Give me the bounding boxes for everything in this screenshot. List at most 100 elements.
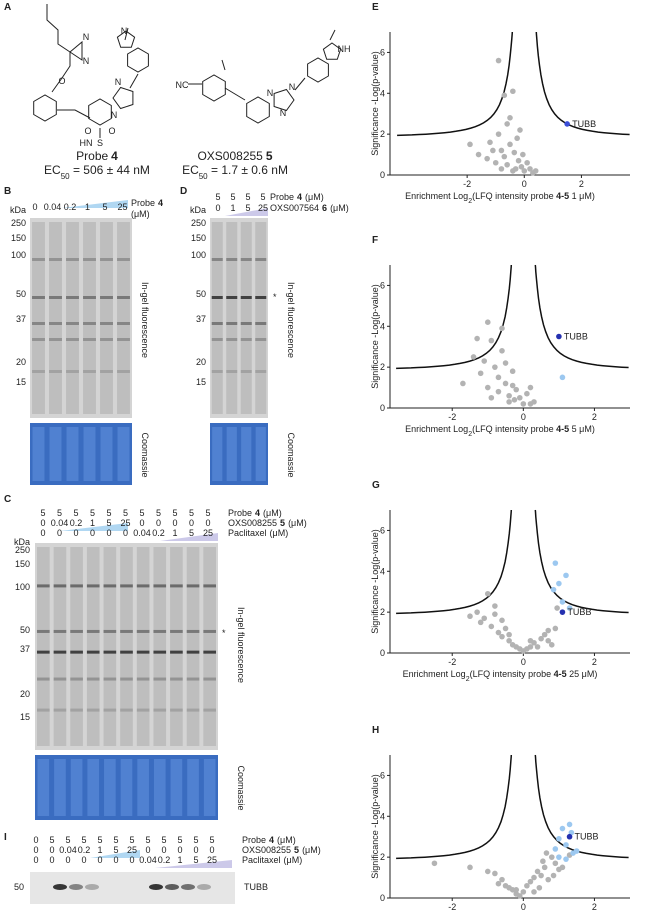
data-point (559, 609, 566, 615)
ec50-sub: 50 (199, 172, 208, 181)
kda-label: 20 (196, 357, 206, 367)
coomassie-lane (170, 759, 183, 816)
data-point (502, 360, 509, 366)
bond (124, 27, 129, 41)
lane-value: 5 (205, 508, 210, 518)
gel-band (226, 338, 238, 341)
ring (127, 47, 149, 73)
data-point (504, 121, 510, 127)
gel-band (226, 258, 238, 261)
data-point (524, 159, 530, 166)
ring (33, 94, 57, 122)
data-point (495, 131, 502, 137)
gel-lane (83, 222, 96, 414)
coomassie-lane (70, 759, 83, 816)
data-point (515, 157, 522, 164)
data-point (488, 337, 495, 344)
lane-value: 5 (145, 835, 150, 845)
bond (129, 73, 139, 89)
lane-value: 0 (123, 528, 128, 538)
data-point (513, 386, 520, 393)
data-point (516, 394, 523, 401)
data-point (548, 642, 555, 648)
data-point (527, 384, 534, 391)
panel-label: I (4, 832, 7, 843)
gel-band (36, 650, 50, 654)
atom-label: S (97, 138, 103, 148)
threshold-curve (534, 754, 629, 859)
lane-value: 0 (193, 845, 198, 855)
x-tick-label: -2 (448, 902, 456, 912)
coomassie-lane (137, 759, 149, 816)
gel-lane (186, 547, 200, 746)
gel-band (170, 708, 183, 712)
data-point (563, 572, 569, 579)
kda-label: 100 (15, 582, 30, 592)
gel-lane (120, 547, 133, 746)
legend-number: 4 (269, 835, 274, 845)
data-point (484, 590, 491, 597)
lane-value: 5 (49, 835, 54, 845)
gel-band (117, 370, 130, 373)
gel-band (83, 296, 96, 299)
panel-label: E (372, 2, 379, 13)
gel-band (100, 296, 113, 299)
x-label-part: 4-5 (556, 424, 569, 434)
ec50-value: = 1.7 ± 0.6 nM (208, 163, 288, 177)
gel-band (211, 296, 223, 299)
ring (69, 40, 83, 61)
kda-label: 50 (196, 289, 206, 299)
atom-label: O (108, 126, 115, 136)
atom-label: NH (338, 44, 351, 54)
data-point (556, 580, 562, 587)
lane-value: 0 (33, 855, 38, 865)
structures (46, 4, 336, 138)
gel-band (203, 629, 217, 633)
data-point (499, 633, 505, 640)
gel-band (83, 338, 96, 341)
data-point (492, 603, 498, 609)
atom-label: O (84, 126, 91, 136)
gel (35, 543, 218, 820)
kda-label: 100 (191, 250, 206, 260)
x-tick-label: -2 (448, 412, 456, 422)
lane-value: 0.04 (59, 845, 77, 855)
x-label-part: 4-5 (556, 191, 569, 201)
lane-value: 5 (97, 835, 102, 845)
data-point (484, 155, 490, 162)
y-tick-label: 4 (380, 811, 385, 821)
data-point (540, 858, 546, 865)
legend-number: 6 (322, 203, 327, 213)
coomassie-lane (117, 427, 130, 481)
data-point (502, 625, 509, 632)
data-point (506, 392, 512, 399)
lane-value: 25 (127, 845, 137, 855)
gel-band (255, 296, 267, 299)
gel-band (49, 258, 62, 261)
coomassie-lane (203, 759, 216, 816)
gradient-wedge (62, 200, 128, 208)
lane-value: 5 (113, 835, 118, 845)
kda-label: 50 (16, 289, 26, 299)
lane-value: 0.04 (51, 518, 69, 528)
data-point (511, 149, 518, 156)
lane-value: 5 (193, 835, 198, 845)
x-tick-label: 2 (592, 657, 597, 667)
side-label: In-gel fluorescence (286, 282, 296, 358)
data-point (564, 121, 570, 127)
gel-band (186, 650, 200, 654)
lane-value: 0 (73, 528, 78, 538)
atom-label: O (58, 76, 65, 86)
lane-value: 0.2 (64, 202, 77, 212)
data-point (552, 625, 559, 632)
ec50-sub: 50 (61, 172, 70, 181)
gel-band (86, 584, 100, 588)
lane-value: 5 (209, 835, 214, 845)
lane-value: 5 (189, 528, 194, 538)
gel-band (117, 258, 130, 261)
compound-ec50: EC50 = 506 ± 44 nM (44, 163, 150, 181)
side-label: In-gel fluorescence (140, 282, 150, 358)
gel-band (211, 322, 223, 325)
data-point (477, 619, 484, 626)
